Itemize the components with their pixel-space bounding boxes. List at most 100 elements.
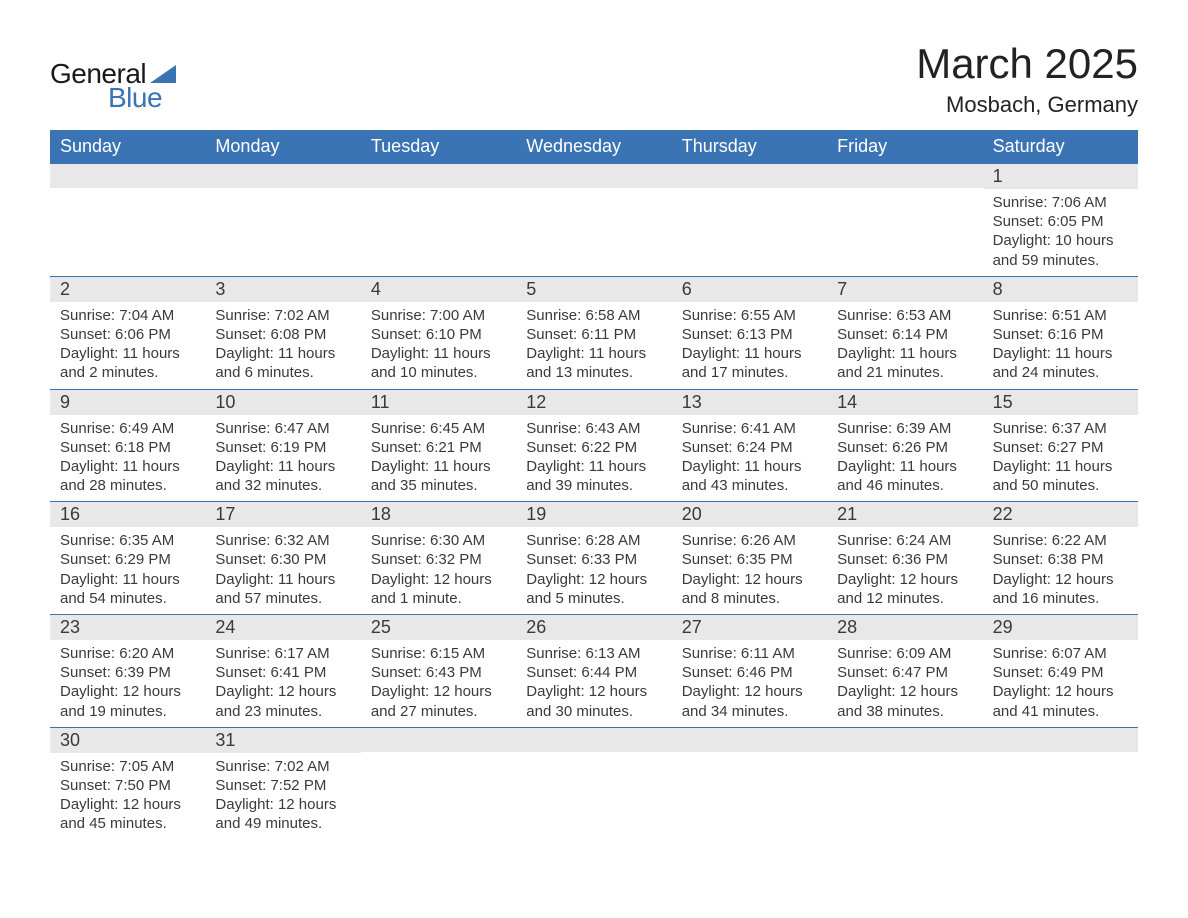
day-info-line: Sunrise: 6:26 AM <box>682 531 817 550</box>
day-body: Sunrise: 6:24 AMSunset: 6:36 PMDaylight:… <box>827 527 982 614</box>
day-cell: 25Sunrise: 6:15 AMSunset: 6:43 PMDayligh… <box>361 615 516 727</box>
day-info-line: Sunset: 6:46 PM <box>682 663 817 682</box>
day-cell: 30Sunrise: 7:05 AMSunset: 7:50 PMDayligh… <box>50 728 205 840</box>
day-info-line: Sunset: 6:43 PM <box>371 663 506 682</box>
day-info-line: Sunset: 6:14 PM <box>837 325 972 344</box>
weekday-header: Saturday <box>983 130 1138 163</box>
day-body: Sunrise: 6:30 AMSunset: 6:32 PMDaylight:… <box>361 527 516 614</box>
day-info-line: Sunrise: 6:24 AM <box>837 531 972 550</box>
day-cell: 1Sunrise: 7:06 AMSunset: 6:05 PMDaylight… <box>983 164 1138 276</box>
day-info-line: Daylight: 11 hours and 28 minutes. <box>60 457 195 495</box>
day-info-line: Daylight: 10 hours and 59 minutes. <box>993 231 1128 269</box>
day-info-line: Daylight: 12 hours and 8 minutes. <box>682 570 817 608</box>
day-cell <box>827 164 982 276</box>
day-info-line: Sunrise: 6:39 AM <box>837 419 972 438</box>
day-number: 5 <box>516 277 671 302</box>
day-info-line: Sunset: 6:49 PM <box>993 663 1128 682</box>
day-body: Sunrise: 6:49 AMSunset: 6:18 PMDaylight:… <box>50 415 205 502</box>
day-info-line: Sunrise: 6:58 AM <box>526 306 661 325</box>
day-body: Sunrise: 6:58 AMSunset: 6:11 PMDaylight:… <box>516 302 671 389</box>
day-body: Sunrise: 6:53 AMSunset: 6:14 PMDaylight:… <box>827 302 982 389</box>
logo: General Blue <box>50 58 176 114</box>
day-cell <box>516 164 671 276</box>
calendar: Sunday Monday Tuesday Wednesday Thursday… <box>50 130 1138 840</box>
day-info-line: Sunrise: 6:22 AM <box>993 531 1128 550</box>
day-info-line: Daylight: 11 hours and 32 minutes. <box>215 457 350 495</box>
day-info-line: Daylight: 11 hours and 2 minutes. <box>60 344 195 382</box>
day-info-line: Daylight: 12 hours and 41 minutes. <box>993 682 1128 720</box>
day-cell: 6Sunrise: 6:55 AMSunset: 6:13 PMDaylight… <box>672 277 827 389</box>
day-cell: 2Sunrise: 7:04 AMSunset: 6:06 PMDaylight… <box>50 277 205 389</box>
day-info-line: Sunrise: 6:28 AM <box>526 531 661 550</box>
day-number: 21 <box>827 502 982 527</box>
day-cell: 29Sunrise: 6:07 AMSunset: 6:49 PMDayligh… <box>983 615 1138 727</box>
day-info-line: Sunset: 6:08 PM <box>215 325 350 344</box>
week-row: 30Sunrise: 7:05 AMSunset: 7:50 PMDayligh… <box>50 727 1138 840</box>
day-cell: 13Sunrise: 6:41 AMSunset: 6:24 PMDayligh… <box>672 390 827 502</box>
weekday-header-row: Sunday Monday Tuesday Wednesday Thursday… <box>50 130 1138 163</box>
day-info-line: Sunset: 6:06 PM <box>60 325 195 344</box>
week-row: 2Sunrise: 7:04 AMSunset: 6:06 PMDaylight… <box>50 276 1138 389</box>
day-info-line: Sunrise: 6:37 AM <box>993 419 1128 438</box>
day-body: Sunrise: 7:00 AMSunset: 6:10 PMDaylight:… <box>361 302 516 389</box>
day-body <box>983 752 1138 762</box>
day-cell: 24Sunrise: 6:17 AMSunset: 6:41 PMDayligh… <box>205 615 360 727</box>
day-info-line: Daylight: 11 hours and 6 minutes. <box>215 344 350 382</box>
day-cell: 16Sunrise: 6:35 AMSunset: 6:29 PMDayligh… <box>50 502 205 614</box>
week-row: 23Sunrise: 6:20 AMSunset: 6:39 PMDayligh… <box>50 614 1138 727</box>
day-number: 22 <box>983 502 1138 527</box>
day-body: Sunrise: 6:13 AMSunset: 6:44 PMDaylight:… <box>516 640 671 727</box>
day-number: 31 <box>205 728 360 753</box>
day-number: 17 <box>205 502 360 527</box>
week-row: 1Sunrise: 7:06 AMSunset: 6:05 PMDaylight… <box>50 163 1138 276</box>
day-number <box>983 728 1138 752</box>
day-cell: 20Sunrise: 6:26 AMSunset: 6:35 PMDayligh… <box>672 502 827 614</box>
day-info-line: Sunrise: 6:09 AM <box>837 644 972 663</box>
day-info-line: Sunset: 6:24 PM <box>682 438 817 457</box>
day-body: Sunrise: 6:26 AMSunset: 6:35 PMDaylight:… <box>672 527 827 614</box>
day-body: Sunrise: 6:17 AMSunset: 6:41 PMDaylight:… <box>205 640 360 727</box>
day-info-line: Daylight: 12 hours and 12 minutes. <box>837 570 972 608</box>
day-cell: 23Sunrise: 6:20 AMSunset: 6:39 PMDayligh… <box>50 615 205 727</box>
day-number <box>827 164 982 188</box>
day-cell: 11Sunrise: 6:45 AMSunset: 6:21 PMDayligh… <box>361 390 516 502</box>
weekday-header: Sunday <box>50 130 205 163</box>
day-info-line: Sunrise: 6:35 AM <box>60 531 195 550</box>
day-info-line: Daylight: 12 hours and 5 minutes. <box>526 570 661 608</box>
day-cell: 5Sunrise: 6:58 AMSunset: 6:11 PMDaylight… <box>516 277 671 389</box>
day-info-line: Daylight: 11 hours and 24 minutes. <box>993 344 1128 382</box>
day-body <box>827 188 982 198</box>
day-info-line: Sunset: 6:29 PM <box>60 550 195 569</box>
weekday-header: Tuesday <box>361 130 516 163</box>
day-info-line: Sunrise: 7:04 AM <box>60 306 195 325</box>
day-cell <box>361 164 516 276</box>
day-info-line: Sunset: 7:50 PM <box>60 776 195 795</box>
day-number: 9 <box>50 390 205 415</box>
day-info-line: Sunrise: 7:05 AM <box>60 757 195 776</box>
day-body: Sunrise: 6:35 AMSunset: 6:29 PMDaylight:… <box>50 527 205 614</box>
day-info-line: Sunrise: 6:17 AM <box>215 644 350 663</box>
day-info-line: Sunset: 6:27 PM <box>993 438 1128 457</box>
day-info-line: Sunrise: 6:49 AM <box>60 419 195 438</box>
day-number: 24 <box>205 615 360 640</box>
day-cell: 19Sunrise: 6:28 AMSunset: 6:33 PMDayligh… <box>516 502 671 614</box>
day-number: 20 <box>672 502 827 527</box>
weekday-header: Friday <box>827 130 982 163</box>
day-info-line: Sunrise: 6:55 AM <box>682 306 817 325</box>
day-info-line: Sunset: 6:26 PM <box>837 438 972 457</box>
day-body: Sunrise: 6:47 AMSunset: 6:19 PMDaylight:… <box>205 415 360 502</box>
day-info-line: Sunset: 6:05 PM <box>993 212 1128 231</box>
weekday-header: Monday <box>205 130 360 163</box>
day-cell: 17Sunrise: 6:32 AMSunset: 6:30 PMDayligh… <box>205 502 360 614</box>
day-info-line: Sunset: 6:33 PM <box>526 550 661 569</box>
day-cell: 18Sunrise: 6:30 AMSunset: 6:32 PMDayligh… <box>361 502 516 614</box>
day-info-line: Daylight: 11 hours and 35 minutes. <box>371 457 506 495</box>
day-cell <box>516 728 671 840</box>
day-number: 15 <box>983 390 1138 415</box>
day-info-line: Daylight: 11 hours and 39 minutes. <box>526 457 661 495</box>
logo-text-blue: Blue <box>108 82 162 114</box>
day-info-line: Sunset: 6:22 PM <box>526 438 661 457</box>
day-info-line: Sunrise: 6:47 AM <box>215 419 350 438</box>
day-number: 6 <box>672 277 827 302</box>
day-info-line: Sunrise: 6:45 AM <box>371 419 506 438</box>
